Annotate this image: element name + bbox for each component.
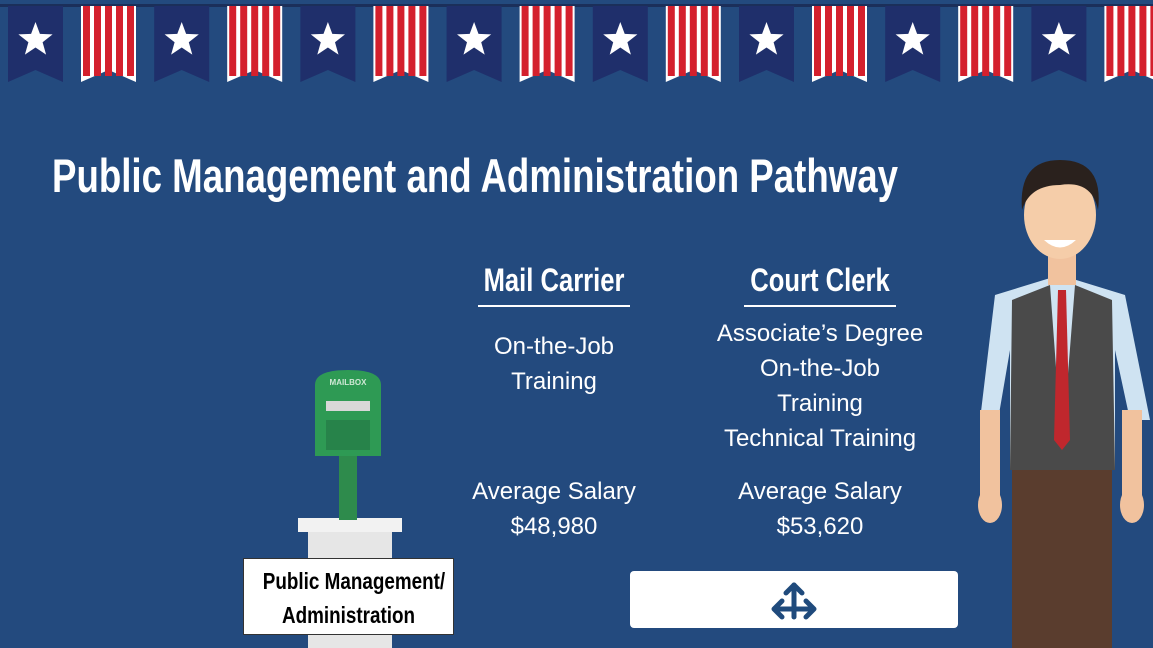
red-stripe <box>690 6 697 76</box>
red-stripe <box>825 6 832 76</box>
red-stripe <box>386 6 393 76</box>
red-stripe <box>836 6 843 76</box>
label-line: Administration <box>263 598 434 632</box>
title: Public Management and Administration Pat… <box>52 148 898 203</box>
red-stripe <box>701 6 708 76</box>
detail-line: Training <box>424 364 684 399</box>
mailbox-post <box>339 452 357 520</box>
red-stripe <box>993 6 1000 76</box>
career-column: Mail Carrier On-the-Job Training <box>424 262 684 399</box>
red-stripe <box>1128 6 1135 76</box>
red-stripe <box>229 6 236 76</box>
red-stripe <box>847 6 854 76</box>
red-stripe <box>1004 6 1011 76</box>
red-stripe <box>83 6 90 76</box>
detail-line: On-the-Job <box>690 351 950 386</box>
red-stripe <box>960 6 967 76</box>
salary: $53,620 <box>690 509 950 544</box>
label-line: Public Management/ <box>263 564 434 598</box>
red-stripe <box>814 6 821 76</box>
salary: $48,980 <box>424 509 684 544</box>
detail-line: On-the-Job <box>424 329 684 364</box>
slide: MAILBOX Public Management and Administra… <box>0 0 1153 648</box>
mailbox-slot <box>326 401 370 411</box>
red-stripe <box>555 6 562 76</box>
red-stripe <box>971 6 978 76</box>
career-name: Mail Carrier <box>450 262 658 299</box>
red-stripe <box>712 6 719 76</box>
red-stripe <box>94 6 101 76</box>
underline <box>478 305 630 307</box>
underline <box>744 305 896 307</box>
red-stripe <box>273 6 280 76</box>
red-stripe <box>251 6 258 76</box>
red-stripe <box>533 6 540 76</box>
man-figure <box>978 160 1150 648</box>
red-stripe <box>116 6 123 76</box>
red-stripe <box>419 6 426 76</box>
details: Associate’s Degree On-the-Job Training T… <box>690 316 950 456</box>
red-stripe <box>127 6 134 76</box>
red-stripe <box>679 6 686 76</box>
career-column: Court Clerk Associate’s Degree On-the-Jo… <box>690 262 950 456</box>
cluster-label: Public Management/ Administration <box>243 558 454 635</box>
mailbox-door <box>326 420 370 450</box>
red-stripe <box>544 6 551 76</box>
red-stripe <box>1117 6 1124 76</box>
red-stripe <box>105 6 112 76</box>
salary-block: Average Salary $48,980 <box>424 474 684 544</box>
salary-label: Average Salary <box>424 474 684 509</box>
pedestal-top <box>298 518 402 532</box>
detail-line: Technical Training <box>690 421 950 456</box>
bunting <box>0 4 1153 82</box>
navigate-button[interactable] <box>630 571 958 628</box>
detail-line: Associate’s Degree <box>690 316 950 351</box>
red-stripe <box>1139 6 1146 76</box>
red-stripe <box>522 6 529 76</box>
red-stripe <box>408 6 415 76</box>
salary-block: Average Salary $53,620 <box>690 474 950 544</box>
career-name: Court Clerk <box>716 262 924 299</box>
detail-line: Training <box>690 386 950 421</box>
red-stripe <box>858 6 865 76</box>
red-stripe <box>262 6 269 76</box>
red-stripe <box>397 6 404 76</box>
red-stripe <box>668 6 675 76</box>
mailbox-label: MAILBOX <box>330 378 368 387</box>
navigate-icon <box>630 571 958 628</box>
red-stripe <box>566 6 573 76</box>
red-stripe <box>240 6 247 76</box>
red-stripe <box>982 6 989 76</box>
salary-label: Average Salary <box>690 474 950 509</box>
red-stripe <box>375 6 382 76</box>
details: On-the-Job Training <box>424 329 684 399</box>
red-stripe <box>1106 6 1113 76</box>
